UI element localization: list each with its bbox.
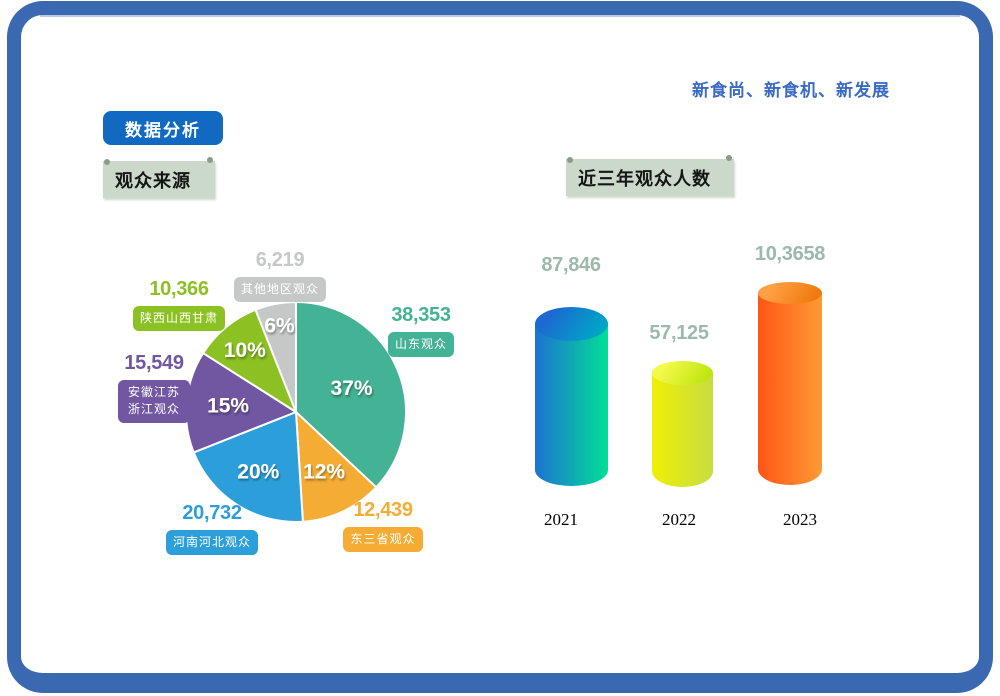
pie-category-tag: 山东观众 bbox=[387, 332, 454, 358]
pie-category-tag: 陕西山西甘肃 bbox=[132, 306, 225, 332]
pie-category-tag: 河南河北观众 bbox=[165, 530, 258, 556]
cylinder-top bbox=[758, 282, 822, 304]
pie-value: 6,219 bbox=[255, 249, 305, 271]
slide-frame-border bbox=[7, 1, 993, 693]
pie-slice bbox=[294, 409, 378, 523]
cylinder-body bbox=[758, 293, 822, 485]
pie-chart-title: 观众来源 bbox=[103, 157, 215, 198]
pie-percent-label: 15% bbox=[207, 395, 249, 418]
bar-value-2021: 87,846 bbox=[541, 254, 601, 276]
bar-value-2023: 10,3658 bbox=[754, 243, 826, 265]
pie-label-dongsan: 12,439 东三省观众 bbox=[333, 499, 433, 553]
frame-accent-line bbox=[40, 15, 960, 17]
pie-label-shaanxi-shanxi-gansu: 10,366 陕西山西甘肃 bbox=[128, 278, 230, 332]
pie-label-anhui-jiangsu-zhejiang: 15,549 安徽江苏浙江观众 bbox=[110, 352, 198, 423]
pie-category-tag: 其他地区观众 bbox=[233, 277, 326, 303]
pie-percent-label: 37% bbox=[330, 377, 372, 400]
pie-label-other-regions: 6,219 其他地区观众 bbox=[225, 249, 335, 303]
pie-value: 38,353 bbox=[391, 304, 451, 326]
pie-label-henan-hebei: 20,732 河南河北观众 bbox=[162, 502, 262, 556]
pie-value: 12,439 bbox=[353, 499, 413, 521]
pie-chart: 37% 12% 20% 15% 10%6% bbox=[185, 300, 407, 523]
pie-percent-label: 6% bbox=[264, 315, 295, 338]
pie-percent-label: 12% bbox=[303, 461, 345, 484]
bar-category-2023: 2023 bbox=[783, 510, 817, 529]
pie-chart-title-text: 观众来源 bbox=[115, 170, 191, 191]
pie-category-tag: 安徽江苏浙江观众 bbox=[118, 380, 190, 423]
bar-cylinder-2023 bbox=[758, 282, 822, 485]
pie-category-tag: 东三省观众 bbox=[343, 527, 423, 553]
cylinder-body bbox=[535, 324, 608, 486]
bar-value-2022: 57,125 bbox=[649, 322, 709, 344]
pie-value: 10,366 bbox=[149, 278, 209, 300]
bar-cylinder-2021 bbox=[535, 307, 608, 486]
pie-slice bbox=[192, 410, 304, 523]
bar-category-2022: 2022 bbox=[662, 510, 696, 529]
pie-label-shandong: 38,353 山东观众 bbox=[378, 304, 464, 358]
bar-chart-title-text: 近三年观众人数 bbox=[578, 168, 711, 189]
header-slogan: 新食尚、新食机、新发展 bbox=[692, 81, 890, 100]
bar-cylinder-2022 bbox=[652, 361, 713, 487]
pie-slice bbox=[295, 300, 407, 489]
bar-chart-title: 近三年观众人数 bbox=[566, 155, 734, 196]
cylinder-top bbox=[535, 307, 608, 341]
cylinder-body bbox=[652, 373, 713, 487]
pie-percent-label: 10% bbox=[224, 339, 266, 362]
bar-category-2021: 2021 bbox=[544, 510, 578, 529]
section-badge: 数据分析 bbox=[103, 111, 223, 145]
pie-value: 20,732 bbox=[182, 502, 242, 524]
cylinder-top bbox=[652, 361, 713, 385]
pie-percent-label: 20% bbox=[237, 460, 279, 483]
pie-value: 15,549 bbox=[124, 352, 184, 374]
